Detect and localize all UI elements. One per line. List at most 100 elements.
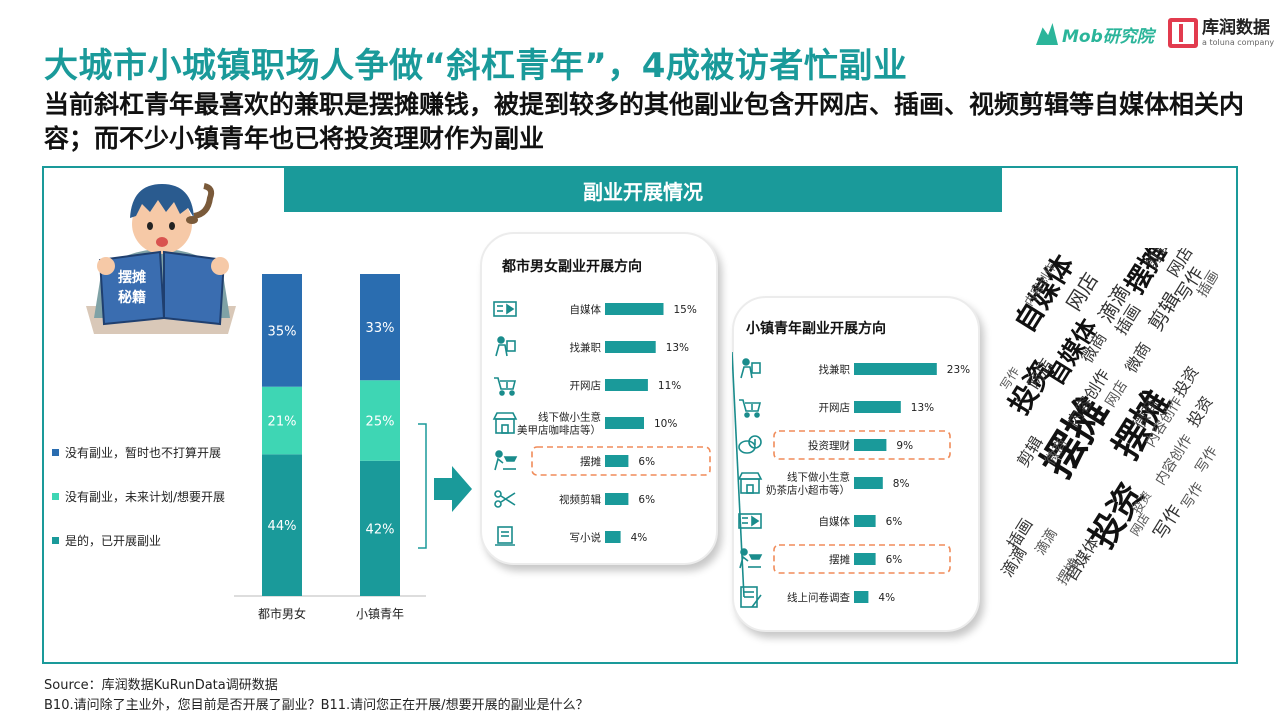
scissors-icon xyxy=(494,490,516,508)
category-label: 摆摊 xyxy=(829,553,850,566)
category-label: 奶茶店小超市等） xyxy=(766,484,850,497)
hbar-value-label: 6% xyxy=(886,554,903,566)
mob-logo-text: Mob研究院 xyxy=(1062,26,1154,47)
book-text-line-1: 摆摊 xyxy=(118,269,146,286)
stacked-bar-chart: 44% 21% 35% 都市男女 42% 25% 33% 小镇青年 xyxy=(234,274,426,621)
section-banner: 副业开展情况 xyxy=(284,168,1002,212)
hbar xyxy=(605,455,629,467)
segment-data-label: 44% xyxy=(268,519,297,534)
coins-icon xyxy=(738,435,762,454)
hbar xyxy=(854,553,876,565)
legend-swatch xyxy=(52,449,59,456)
source-note: Source：库润数据KuRunData调研数据 xyxy=(44,678,278,693)
flow-arrow xyxy=(418,423,472,549)
keyword-wordcloud: 摆摊 摆摊 投资 自媒体 自媒体 投资 摆摊 网店 滴滴 剪辑 写作 网店 插画 剪辑 内容创作 插画 微商 网店… xyxy=(986,248,1218,636)
category-label: 视频剪辑 xyxy=(559,493,601,506)
category-label: 开网店 xyxy=(819,401,851,414)
legend-label: 没有副业，暂时也不打算开展 xyxy=(65,446,222,460)
highlight-dashed-box xyxy=(531,446,711,476)
hbar xyxy=(605,303,664,315)
category-label: 找兼职 xyxy=(570,341,602,354)
stacked-bar-segment xyxy=(262,386,302,455)
page-title: 大城市小城镇职场人争做“斜杠青年”，4成被访者忙副业 xyxy=(44,46,908,86)
hbar xyxy=(854,401,901,413)
hbar-value-label: 9% xyxy=(896,440,913,452)
hbar-value-label: 11% xyxy=(658,380,681,392)
town-direction-card xyxy=(732,296,980,632)
highlight-dashed-box xyxy=(773,430,951,460)
reading-girl-illustration: 摆摊 秘籍 xyxy=(86,183,236,334)
legend-label: 没有副业，未来计划/想要开展 xyxy=(65,490,226,504)
writing-icon xyxy=(495,526,515,546)
kurun-logo: 库润数据 a toluna company xyxy=(1168,18,1274,48)
mob-logo-icon xyxy=(1036,23,1058,45)
category-label: 摆摊 xyxy=(580,455,601,468)
category-label: 投资理财 xyxy=(808,439,850,452)
hbar xyxy=(605,417,644,429)
hbar-value-label: 6% xyxy=(638,456,655,468)
hbar-value-label: 4% xyxy=(631,532,648,544)
hbar-value-label: 15% xyxy=(674,304,697,316)
kurun-logo-name: 库润数据 xyxy=(1202,18,1270,38)
town-card-title: 小镇青年副业开展方向 xyxy=(746,321,886,337)
hbar-value-label: 8% xyxy=(893,478,910,490)
hbar-value-label: 23% xyxy=(947,364,970,376)
hbar xyxy=(605,341,656,353)
category-label: 找兼职 xyxy=(819,363,851,376)
store-icon xyxy=(737,472,763,494)
wordcloud-word: 写作 xyxy=(1192,443,1218,477)
stacked-bar-segment xyxy=(360,274,400,381)
category-label: 自媒体 xyxy=(819,515,851,528)
hbar xyxy=(854,439,887,451)
segment-data-label: 21% xyxy=(268,415,297,430)
wordcloud-word: 写作 xyxy=(1178,479,1207,513)
legend-swatch xyxy=(52,537,59,544)
category-tick-label: 小镇青年 xyxy=(356,607,404,621)
hbar-value-label: 10% xyxy=(654,418,677,430)
shop-cart-icon xyxy=(494,377,517,396)
legend-swatch xyxy=(52,493,59,500)
urban-direction-card xyxy=(480,232,718,565)
segment-data-label: 42% xyxy=(366,522,395,537)
category-label: 自媒体 xyxy=(570,303,602,316)
bracket-icon xyxy=(418,423,427,549)
wordcloud-word: 滴滴 xyxy=(997,542,1031,581)
wordcloud-word: 微商 xyxy=(1121,338,1155,377)
legend-item: 没有副业，未来计划/想要开展 xyxy=(52,488,225,505)
mob-logo: Mob研究院 xyxy=(1036,20,1154,48)
stacked-bar-segment xyxy=(360,380,400,461)
question-note: B10.请问除了主业外，您目前是否开展了副业？B11.请问您正在开展/想要开展的… xyxy=(44,698,589,713)
store-icon xyxy=(492,412,518,434)
category-label: 线下做小生意 xyxy=(538,411,601,424)
legend-item: 是的，已开展副业 xyxy=(52,532,161,549)
job-icon xyxy=(495,336,516,357)
legend-label: 是的，已开展副业 xyxy=(65,534,162,548)
footer: Source：库润数据KuRunData调研数据 B10.请问除了主业外，您目前… xyxy=(44,676,589,716)
hbar-value-label: 6% xyxy=(638,494,655,506)
book-text-line-2: 秘籍 xyxy=(118,289,146,306)
category-tick-label: 都市男女 xyxy=(258,606,306,621)
category-label: 开网店 xyxy=(570,379,602,392)
urban-card-title: 都市男女副业开展方向 xyxy=(502,259,642,275)
media-icon xyxy=(493,301,517,317)
segment-data-label: 33% xyxy=(366,321,395,336)
shop-cart-icon xyxy=(739,399,762,418)
kurun-logo-tagline: a toluna company xyxy=(1202,38,1275,47)
survey-icon xyxy=(732,352,762,608)
stall-icon xyxy=(494,450,518,471)
category-label: 美甲店咖啡店等） xyxy=(517,424,601,437)
legend-item: 没有副业，暂时也不打算开展 xyxy=(52,444,221,461)
category-label: 线上问卷调查 xyxy=(787,591,850,604)
hbar xyxy=(605,531,621,543)
kurun-logo-icon xyxy=(1168,18,1198,48)
hbar xyxy=(605,493,629,505)
media-icon xyxy=(738,513,762,529)
hbar-value-label: 13% xyxy=(911,402,934,414)
hbar xyxy=(854,363,937,375)
hbar xyxy=(854,591,869,603)
category-label: 线下做小生意 xyxy=(787,471,850,484)
content-frame xyxy=(42,166,1238,664)
hbar-value-label: 4% xyxy=(878,592,895,604)
segment-data-label: 25% xyxy=(366,415,395,430)
